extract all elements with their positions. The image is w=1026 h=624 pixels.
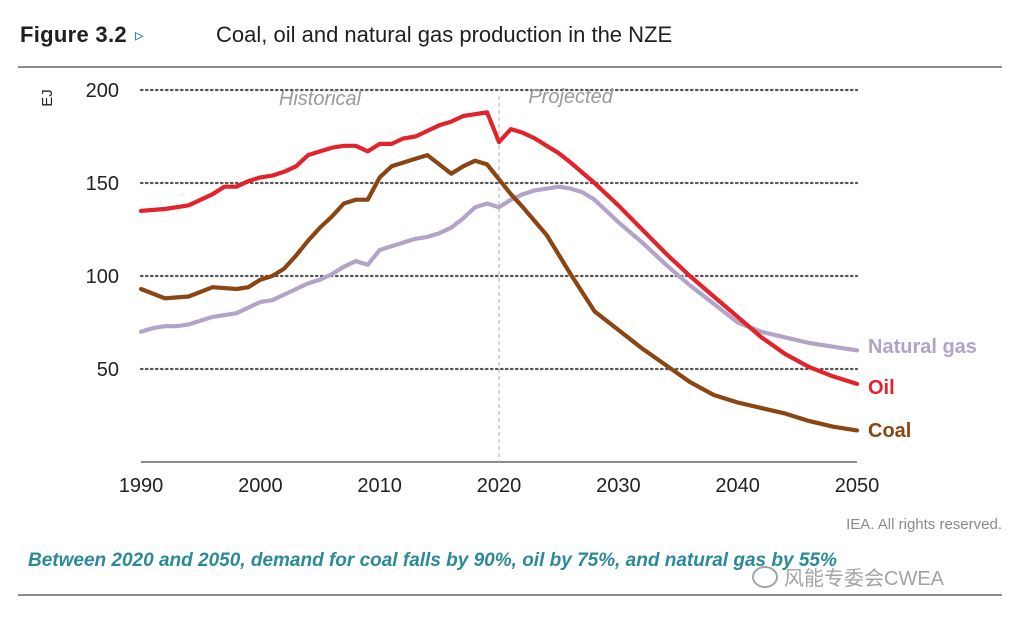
watermark-text: 风能专委会CWEA (784, 568, 944, 590)
watermark: 风能专委会CWEA (752, 562, 944, 591)
annotation-historical: Historical (279, 88, 362, 110)
x-tick-label-2040: 2040 (715, 475, 760, 497)
x-tick-label-2000: 2000 (238, 475, 283, 497)
x-tick-label-2050: 2050 (835, 475, 880, 497)
play-arrow-icon: ▹ (134, 24, 144, 45)
series-line-oil (138, 110, 860, 386)
figure-number-text: Figure 3.2 (20, 22, 127, 47)
series-label-gas: Natural gas (868, 336, 977, 358)
figure-number: Figure 3.2 ▹ (20, 18, 144, 52)
x-tick-label-2030: 2030 (596, 475, 641, 497)
series-line-coal (138, 153, 860, 433)
y-tick-label-200: 200 (86, 80, 119, 102)
series-label-oil: Oil (868, 377, 895, 399)
series-label-coal: Coal (868, 420, 911, 442)
y-axis-label: EJ (39, 89, 56, 107)
figure-caption: Between 2020 and 2050, demand for coal f… (28, 550, 837, 571)
series-line-gas (138, 184, 860, 353)
wechat-icon (752, 566, 778, 588)
x-tick-label-1990: 1990 (119, 475, 164, 497)
top-rule (18, 66, 1002, 68)
y-tick-label-100: 100 (86, 266, 119, 288)
line-chart: 50 100 150 200 EJ 1990 2000 2010 2020 2030 2040 205… (39, 80, 977, 497)
figure-title: Coal, oil and natural gas production in … (216, 22, 673, 47)
y-tick-label-150: 150 (86, 173, 119, 195)
bottom-rule (18, 594, 1002, 596)
x-tick-label-2020: 2020 (477, 475, 522, 497)
y-tick-label-50: 50 (97, 359, 119, 381)
x-tick-label-2010: 2010 (357, 475, 402, 497)
credit-text: IEA. All rights reserved. (846, 516, 1002, 533)
annotation-projected: Projected (528, 86, 613, 108)
